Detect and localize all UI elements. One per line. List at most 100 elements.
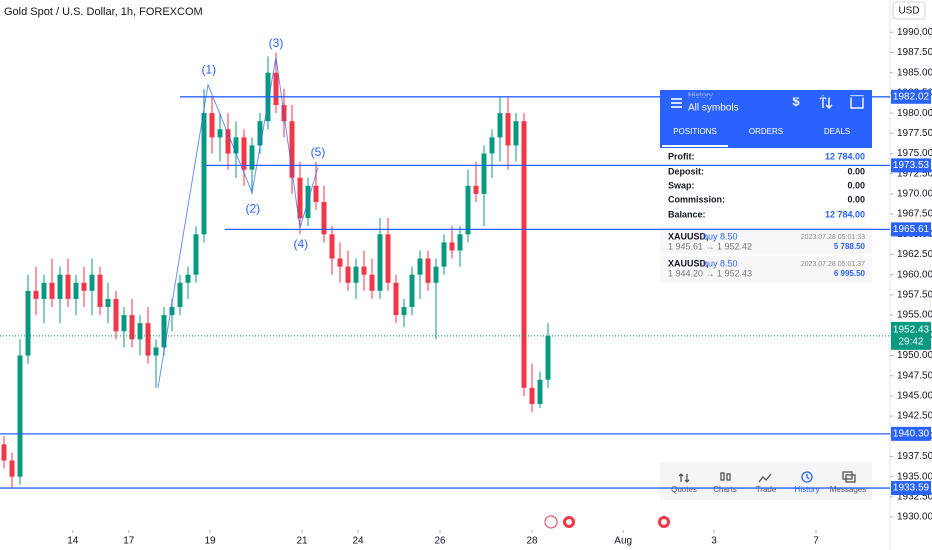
y-tick-label: 1985.00 — [897, 67, 932, 78]
nav-item[interactable]: Charts — [713, 485, 737, 494]
y-tick-label: 1945.00 — [897, 391, 932, 402]
candle-body — [201, 113, 207, 235]
trade-side: buy 8.50 — [703, 231, 738, 241]
candle-body — [361, 266, 367, 275]
y-tick-label: 1975.00 — [897, 148, 932, 159]
candle-body — [17, 355, 23, 477]
level-box — [891, 481, 931, 496]
candle-body — [25, 290, 31, 356]
wave-label: (4) — [293, 237, 308, 251]
candle-body — [417, 258, 423, 275]
summary-value: 0.00 — [847, 166, 865, 176]
wave-label: (1) — [201, 62, 216, 76]
candle-body — [425, 258, 431, 283]
x-tick-label: 19 — [204, 536, 216, 547]
candle-body — [177, 282, 183, 308]
price-label: 1952.43 — [893, 324, 930, 335]
candle-body — [329, 234, 335, 259]
trade-profit: 6 995.50 — [834, 269, 866, 278]
candle-body — [241, 137, 247, 170]
candle-body — [249, 145, 255, 170]
level-box — [891, 426, 931, 441]
tab-positions[interactable]: POSITIONS — [673, 127, 717, 136]
candle-body — [505, 113, 511, 146]
nav-item[interactable]: Messages — [830, 485, 866, 494]
chart-title: Gold Spot / U.S. Dollar, 1h, FOREXCOM — [4, 6, 203, 18]
tab-deals[interactable]: DEALS — [824, 127, 850, 136]
event-icon[interactable] — [544, 515, 558, 529]
y-tick-label: 1937.50 — [897, 451, 932, 462]
menu-icon[interactable] — [671, 98, 682, 108]
candle-body — [81, 282, 87, 291]
candle-body — [401, 307, 407, 316]
y-tick-label: 1962.50 — [897, 249, 932, 260]
price-box — [891, 321, 931, 350]
y-tick-label: 1957.50 — [897, 290, 932, 301]
level-box — [891, 158, 931, 173]
candle-body — [473, 185, 479, 194]
sort-icon[interactable] — [819, 95, 833, 109]
y-tick-label: 1987.50 — [897, 47, 932, 58]
y-tick-label: 1977.50 — [897, 128, 932, 139]
candle-body — [321, 201, 327, 235]
wave-label: (3) — [269, 36, 284, 50]
candle-body — [1, 444, 7, 461]
summary-value: 12 784.00 — [825, 151, 865, 161]
candle-body — [313, 185, 319, 202]
trade-row[interactable] — [660, 256, 872, 283]
tab-underline — [662, 145, 728, 147]
level-label: 1940.30 — [893, 428, 930, 439]
level-label: 1965.61 — [893, 224, 930, 235]
tab-orders[interactable]: ORDERS — [749, 127, 783, 136]
candle-body — [161, 315, 167, 348]
level-box — [891, 222, 931, 237]
y-tick-label: 1942.50 — [897, 411, 932, 422]
bottom-nav — [660, 462, 872, 500]
x-tick-label: 26 — [434, 536, 446, 547]
event-icons — [544, 515, 670, 529]
deposit-icon[interactable]: $ — [792, 93, 800, 108]
candle-body — [113, 298, 119, 332]
candle-body — [337, 258, 343, 267]
candle-body — [41, 282, 47, 299]
y-tick-label: 1935.00 — [897, 471, 932, 482]
y-tick-label: 1990.00 — [897, 27, 932, 38]
x-tick-label: Aug — [614, 536, 632, 547]
candle-body — [545, 335, 551, 380]
summary-value: 12 784.00 — [825, 209, 865, 219]
currency-label: USD — [898, 6, 919, 17]
nav-item[interactable]: Quotes — [671, 485, 697, 494]
trade-profit: 5 788.50 — [834, 242, 866, 251]
candle-body — [297, 177, 303, 219]
candle-body — [497, 113, 503, 138]
candle-body — [353, 266, 359, 283]
wave-label: (2) — [245, 201, 260, 215]
candle-body — [193, 234, 199, 275]
trade-time: 2023.07.28 05:01:33 — [801, 234, 865, 241]
y-tick-label: 1960.00 — [897, 269, 932, 280]
summary-label: Profit: — [668, 151, 695, 161]
candle-body — [217, 129, 223, 138]
summary-label: Commission: — [668, 194, 725, 204]
summary-label: Swap: — [668, 180, 695, 190]
candle-body — [369, 274, 375, 291]
candle-body — [489, 137, 495, 154]
x-tick-label: 7 — [813, 536, 819, 547]
candle-body — [145, 323, 151, 356]
y-tick-label: 1930.00 — [897, 512, 932, 523]
candle-body — [57, 274, 63, 299]
candle-body — [9, 460, 15, 477]
candle-body — [289, 121, 295, 178]
nav-item[interactable]: History — [795, 485, 820, 494]
calendar-icon[interactable] — [850, 95, 864, 109]
nav-icons — [678, 471, 856, 483]
trade-time: 2023.07.28 05:01:37 — [801, 261, 865, 268]
summary-value: 0.00 — [847, 194, 865, 204]
candle-body — [393, 282, 399, 316]
nav-item[interactable]: Trade — [756, 485, 777, 494]
currency-button[interactable] — [892, 1, 926, 20]
trade-row[interactable] — [660, 227, 872, 254]
candle-body — [137, 323, 143, 340]
